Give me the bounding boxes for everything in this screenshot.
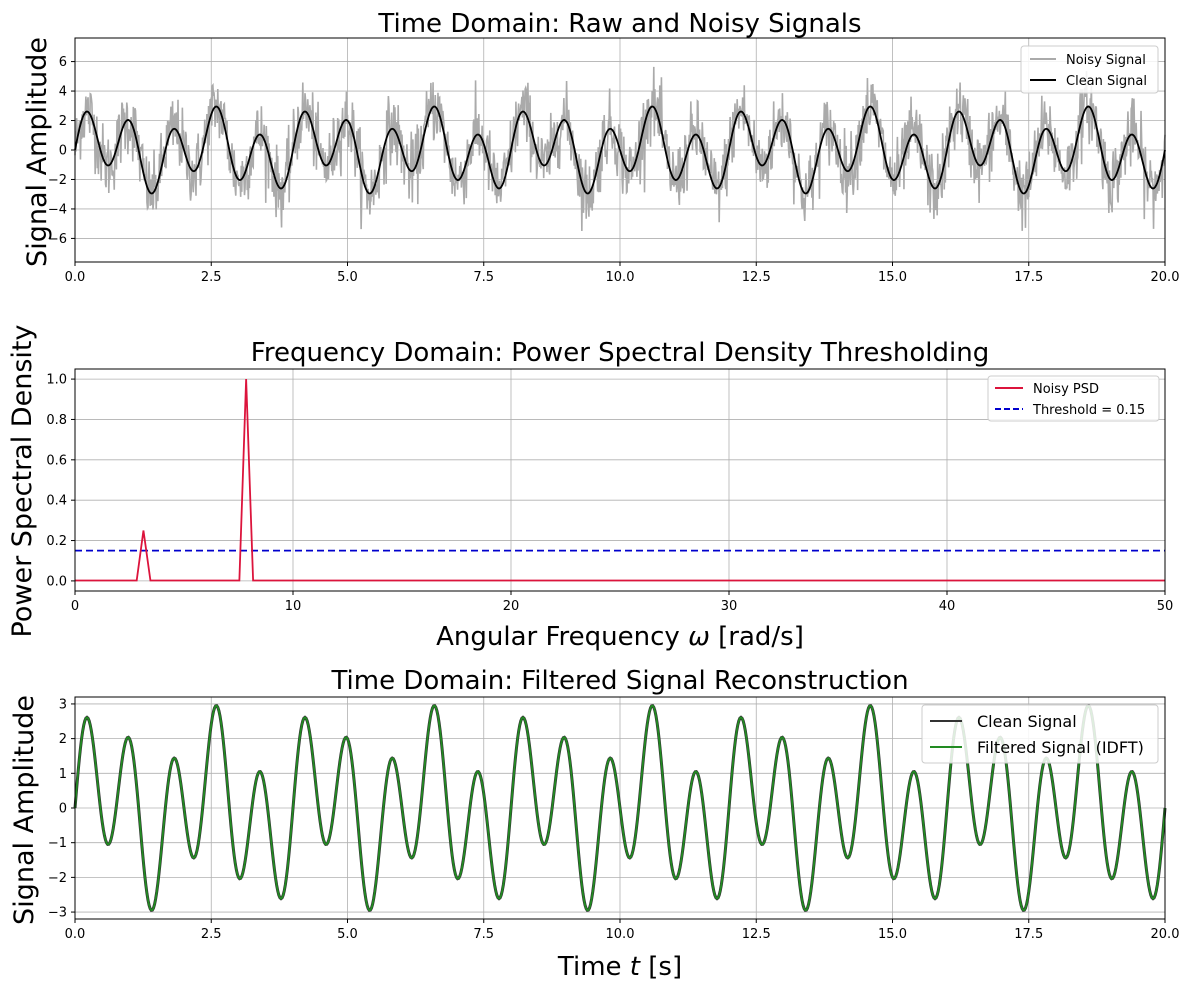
x-tick-label: 20.0 xyxy=(1151,270,1180,285)
panel2-xlabel: Angular Frequency ω [rad/s] xyxy=(436,622,804,652)
panel3-ylabel: Signal Amplitude xyxy=(9,695,40,925)
x-tick-label: 10.0 xyxy=(606,270,635,285)
panel1-legend: Noisy Signal Clean Signal xyxy=(1020,45,1159,94)
panel1-ylabel: Signal Amplitude xyxy=(22,37,53,267)
x-tick-label: 40 xyxy=(939,599,956,614)
y-tick-label: −2 xyxy=(48,173,67,188)
panel-filtered: Time Domain: Filtered Signal Reconstruct… xyxy=(9,666,1179,982)
x-tick-label: 17.5 xyxy=(1014,270,1043,285)
x-tick-label: 0.0 xyxy=(65,927,86,942)
panel3-series xyxy=(73,703,1167,913)
panel-raw-noisy: Time Domain: Raw and Noisy Signals Signa… xyxy=(22,9,1179,285)
series-clean-signal xyxy=(74,105,1166,195)
y-tick-label: 0.4 xyxy=(46,494,67,509)
x-tick-label: 10 xyxy=(285,599,302,614)
x-tick-label: 20.0 xyxy=(1151,927,1180,942)
y-tick-label: 0.6 xyxy=(46,453,67,468)
y-tick-label: 0 xyxy=(59,144,67,159)
legend-label-threshold: Threshold = 0.15 xyxy=(1032,403,1145,418)
x-tick-label: 15.0 xyxy=(878,270,907,285)
x-tick-label: 12.5 xyxy=(742,927,771,942)
panel2-frame xyxy=(74,368,1166,592)
panel2-legend: Noisy PSD Threshold = 0.15 xyxy=(987,375,1160,422)
x-tick-label: 5.0 xyxy=(337,927,358,942)
panel-psd: Frequency Domain: Power Spectral Density… xyxy=(7,325,1173,652)
panel3-xlabel: Time t [s] xyxy=(557,952,682,982)
series-filtered-signal xyxy=(74,704,1166,912)
y-tick-label: 2 xyxy=(59,732,67,747)
x-tick-label: 50 xyxy=(1157,599,1174,614)
panel3-ticks: 0.0 2.5 5.0 7.5 10.0 12.5 15.0 17.5 20.0 −3 −2 −1 0 1… xyxy=(48,697,1180,942)
panel3-title: Time Domain: Filtered Signal Reconstruct… xyxy=(330,666,908,696)
x-tick-label: 0 xyxy=(71,599,79,614)
panel1-ticks: 0.0 2.5 5.0 7.5 10.0 12.5 15.0 17.5 20.0 −6 −4 −2 0 2… xyxy=(48,55,1180,285)
y-tick-label: −4 xyxy=(48,202,67,217)
panel3-legend: Clean Signal Filtered Signal (IDFT) xyxy=(921,704,1159,764)
legend-label-clean-signal-3: Clean Signal xyxy=(977,712,1077,731)
x-tick-label: 5.0 xyxy=(337,270,358,285)
legend-label-noisy-signal: Noisy Signal xyxy=(1066,53,1146,68)
y-tick-label: −6 xyxy=(48,232,67,247)
legend-label-noisy-psd: Noisy PSD xyxy=(1033,382,1099,397)
x-tick-label: 12.5 xyxy=(742,270,771,285)
panel2-series xyxy=(75,379,1165,582)
panel3-frame xyxy=(74,696,1166,920)
x-tick-label: 7.5 xyxy=(473,927,494,942)
x-tick-label: 15.0 xyxy=(878,927,907,942)
x-tick-label: 2.5 xyxy=(201,270,222,285)
x-tick-label: 2.5 xyxy=(201,927,222,942)
panel2-title: Frequency Domain: Power Spectral Density… xyxy=(251,338,989,368)
y-tick-label: 3 xyxy=(59,697,67,712)
x-tick-label: 30 xyxy=(721,599,738,614)
y-tick-label: 0 xyxy=(59,802,67,817)
x-tick-label: 7.5 xyxy=(473,270,494,285)
legend-label-clean-signal: Clean Signal xyxy=(1066,74,1147,89)
y-tick-label: −2 xyxy=(48,871,67,886)
y-tick-label: −1 xyxy=(48,836,67,851)
y-tick-label: 1.0 xyxy=(46,373,67,388)
legend-label-filtered-signal: Filtered Signal (IDFT) xyxy=(977,738,1144,757)
x-tick-label: 17.5 xyxy=(1014,927,1043,942)
y-tick-label: 6 xyxy=(59,55,67,70)
series-noisy-psd xyxy=(75,379,1165,582)
y-tick-label: 0.0 xyxy=(46,574,67,589)
panel2-ylabel: Power Spectral Density xyxy=(7,325,38,638)
panel1-title: Time Domain: Raw and Noisy Signals xyxy=(377,9,861,39)
y-tick-label: 2 xyxy=(59,114,67,129)
y-tick-label: 0.2 xyxy=(46,534,67,549)
y-tick-label: 0.8 xyxy=(46,413,67,428)
panel1-frame xyxy=(74,37,1166,263)
panel2-ticks: 0 10 20 30 40 50 0.0 0.2 0.4 0.6 0.8 1.0 xyxy=(46,373,1173,614)
x-tick-label: 0.0 xyxy=(65,270,86,285)
y-tick-label: −3 xyxy=(48,906,67,921)
x-tick-label: 10.0 xyxy=(606,927,635,942)
y-tick-label: 4 xyxy=(59,85,67,100)
y-tick-label: 1 xyxy=(59,767,67,782)
panel1-series xyxy=(74,66,1166,232)
x-tick-label: 20 xyxy=(503,599,520,614)
